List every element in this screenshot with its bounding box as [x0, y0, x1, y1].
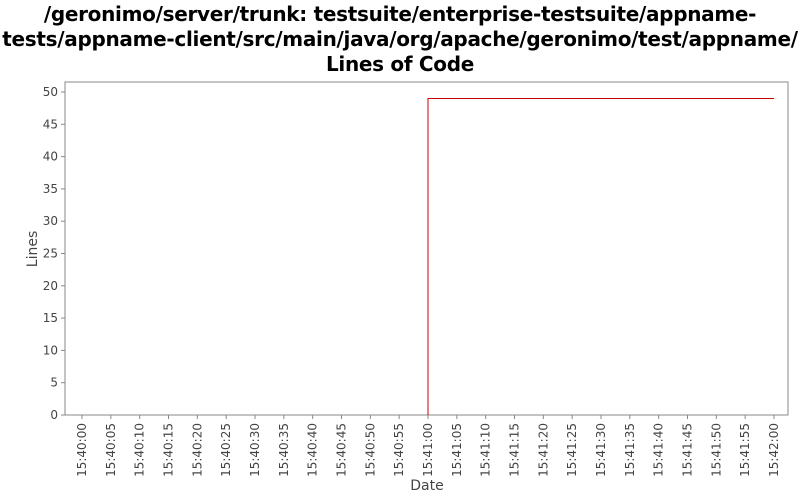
x-tick-label: 15:40:15: [162, 423, 176, 477]
y-tick-label: 5: [50, 376, 58, 390]
y-tick-label: 35: [43, 182, 58, 196]
x-tick-label: 15:40:30: [248, 423, 262, 477]
x-tick-label: 15:40:45: [335, 423, 349, 477]
plot-area: [64, 81, 789, 416]
chart-title: /geronimo/server/trunk: testsuite/enterp…: [0, 2, 800, 77]
y-tick-label: 15: [43, 311, 58, 325]
x-tick-label: 15:40:55: [392, 423, 406, 477]
chart-title-line-1: /geronimo/server/trunk: testsuite/enterp…: [43, 2, 757, 26]
x-tick-label: 15:40:10: [133, 423, 147, 477]
x-tick-label: 15:40:25: [219, 423, 233, 477]
x-axis: 15:40:00 15:40:05 15:40:10 15:40:15 15:40:20…: [75, 415, 781, 477]
x-tick-label: 15:41:45: [681, 423, 695, 477]
series-layer: [427, 97, 774, 415]
x-axis-label: Date: [410, 478, 443, 494]
y-axis-label: Lines: [25, 231, 41, 267]
x-tick-label: 15:40:00: [75, 423, 89, 477]
x-tick-label: 15:41:35: [623, 423, 637, 477]
y-tick-label: 45: [43, 117, 58, 131]
y-tick-label: 50: [43, 85, 58, 99]
y-axis: 0 5 10 15 20 25 30 35 40 45 50: [43, 85, 65, 422]
x-tick-label: 15:40:40: [306, 423, 320, 477]
x-tick-label: 15:40:50: [363, 423, 377, 477]
x-tick-label: 15:41:30: [594, 423, 608, 477]
x-tick-label: 15:41:55: [738, 423, 752, 477]
y-tick-label: 20: [43, 279, 58, 293]
x-tick-label: 15:41:10: [479, 423, 493, 477]
y-tick-label: 0: [50, 408, 58, 422]
x-tick-label: 15:40:05: [104, 423, 118, 477]
y-tick-label: 10: [43, 343, 58, 357]
y-tick-label: 40: [43, 150, 58, 164]
x-tick-label: 15:40:20: [190, 423, 204, 477]
x-tick-label: 15:41:25: [565, 423, 579, 477]
x-tick-label: 15:41:40: [652, 423, 666, 477]
x-tick-label: 15:40:35: [277, 423, 291, 477]
y-tick-label: 25: [43, 247, 58, 261]
y-tick-label: 30: [43, 214, 58, 228]
series-line-0: [427, 97, 774, 415]
x-tick-label: 15:41:15: [508, 423, 522, 477]
x-tick-label: 15:41:00: [421, 423, 435, 477]
x-tick-label: 15:41:20: [536, 423, 550, 477]
x-tick-label: 15:41:50: [709, 423, 723, 477]
chart-title-line-3: Lines of Code: [325, 52, 475, 76]
x-tick-label: 15:42:00: [767, 423, 781, 477]
x-tick-label: 15:41:05: [450, 423, 464, 477]
chart-title-line-2: tests/appname-client/src/main/java/org/a…: [2, 27, 798, 51]
